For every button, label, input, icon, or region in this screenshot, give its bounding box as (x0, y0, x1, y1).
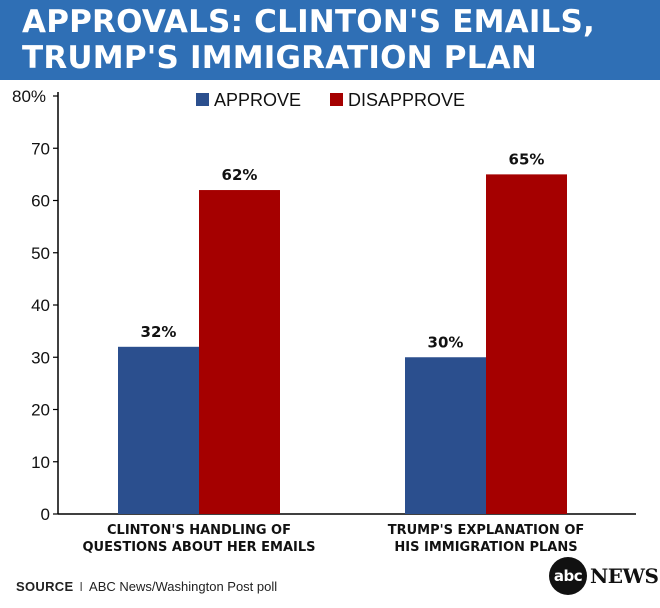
y-tick-label: 70 (31, 139, 50, 158)
legend-label: DISAPPROVE (348, 90, 465, 110)
bar-disapprove (199, 190, 280, 515)
title-line-1: APPROVALS: CLINTON'S EMAILS, (22, 4, 596, 40)
y-tick-label: 60 (31, 192, 50, 211)
y-tick-label: 80% (12, 87, 46, 106)
bar-value-label: 30% (428, 333, 464, 351)
abc-logo-icon: abc (549, 557, 587, 595)
y-tick-label: 30 (31, 348, 50, 367)
abc-news-logo: abc NEWS (549, 556, 659, 596)
x-category-label: CLINTON'S HANDLING OF (107, 523, 291, 538)
legend-swatch (330, 93, 343, 106)
source-separator: I (79, 579, 84, 594)
bar-approve (405, 357, 486, 514)
y-tick-label: 50 (31, 244, 50, 263)
x-category-label: QUESTIONS ABOUT HER EMAILS (82, 540, 315, 555)
source-note: SOURCE I ABC News/Washington Post poll (16, 579, 277, 594)
legend-label: APPROVE (214, 90, 301, 110)
legend-swatch (196, 93, 209, 106)
bar-value-label: 32% (141, 323, 177, 341)
bar-chart: 0 10 20 30 40 50 60 70 80% 32% 30% 62% 65% CLINTON'S … (12, 87, 636, 555)
bar-disapprove (486, 174, 567, 514)
x-category-label: TRUMP'S EXPLANATION OF (388, 523, 585, 538)
source-label: SOURCE (16, 579, 74, 594)
x-category-label: HIS IMMIGRATION PLANS (394, 540, 577, 555)
bar-value-label: 65% (509, 150, 545, 168)
logo-wordmark: NEWS (590, 564, 659, 588)
bar-value-label: 62% (222, 166, 258, 184)
y-tick-label: 10 (31, 453, 50, 472)
y-tick-label: 0 (41, 505, 50, 524)
bar-approve (118, 346, 199, 514)
source-text: ABC News/Washington Post poll (89, 579, 278, 594)
y-tick-label: 20 (31, 401, 50, 420)
y-tick-label: 40 (31, 296, 50, 315)
title-banner: APPROVALS: CLINTON'S EMAILS, TRUMP'S IMM… (0, 0, 660, 80)
title-line-2: TRUMP'S IMMIGRATION PLAN (22, 40, 538, 76)
